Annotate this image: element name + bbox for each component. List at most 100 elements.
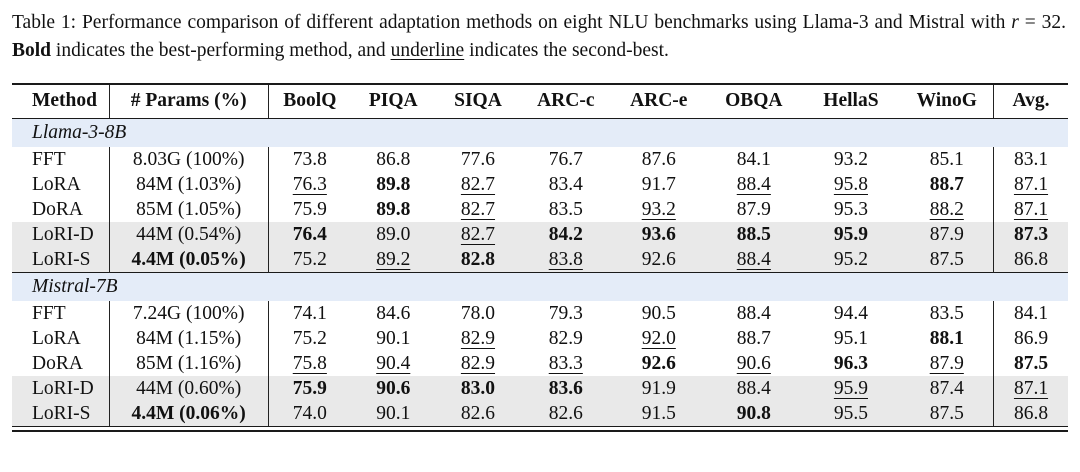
cell-arc-c: 83.4 — [520, 172, 611, 197]
column-header-hellas: HellaS — [801, 84, 901, 120]
params-cell: 44M (0.54%) — [109, 222, 269, 248]
value: 88.1 — [929, 328, 964, 350]
value: 82.7 — [460, 174, 496, 196]
value: 84.1 — [1013, 303, 1049, 325]
value: 88.4 — [736, 378, 771, 400]
value: 79.3 — [548, 303, 583, 325]
cell-winog: 83.5 — [901, 301, 994, 326]
method-cell: LoRI-D — [12, 376, 110, 402]
cell-arc-c: 82.9 — [520, 326, 611, 351]
cell-boolq: 75.2 — [268, 326, 351, 351]
cell-siqa: 82.9 — [436, 326, 521, 351]
section-header-mistral-7b: Mistral-7B — [12, 272, 1068, 302]
value: 87.5 — [929, 249, 964, 271]
value: 87.3 — [1013, 224, 1049, 246]
params-cell: 84M (1.03%) — [109, 172, 269, 198]
value: 75.8 — [292, 353, 327, 375]
method-cell: DoRA — [12, 351, 110, 377]
cell-arc-c: 82.6 — [520, 401, 612, 428]
cell-siqa: 77.6 — [436, 147, 521, 172]
value: 89.8 — [376, 199, 411, 221]
cell-arc-e: 91.7 — [611, 172, 706, 197]
value: 84.1 — [736, 149, 771, 171]
cell-hellas: 93.2 — [801, 147, 900, 172]
value: 94.4 — [833, 303, 868, 325]
cell-winog: 87.4 — [900, 376, 994, 402]
results-table-wrapper: Method # Params (%) BoolQ PIQA SIQA ARC-c ARC-… — [12, 83, 1068, 433]
cell-winog: 87.9 — [900, 222, 994, 248]
row-mistral-7b-dora: DoRA 85M (1.16%) 75.8 90.4 82.9 83.3 92.6 90.6 9… — [12, 351, 1068, 377]
cell-boolq: 76.4 — [268, 222, 351, 248]
caption-math-var: r — [1011, 12, 1019, 33]
method-cell: FFT — [12, 301, 110, 327]
cell-avg: 87.5 — [993, 351, 1068, 377]
column-header-boolq: BoolQ — [268, 84, 351, 120]
cell-obqa: 90.6 — [706, 351, 801, 376]
cell-piqa: 90.1 — [351, 326, 436, 351]
caption-math-eq: = 32. — [1018, 12, 1067, 33]
cell-piqa: 84.6 — [351, 301, 436, 326]
cell-obqa: 88.4 — [706, 247, 802, 273]
cell-siqa: 82.7 — [436, 197, 521, 222]
value: 95.9 — [833, 224, 868, 246]
cell-obqa: 84.1 — [706, 147, 801, 172]
value: 93.2 — [641, 199, 676, 221]
cell-siqa: 82.9 — [436, 351, 521, 376]
value: 95.8 — [833, 174, 868, 196]
value: 95.5 — [833, 403, 868, 425]
value: 74.1 — [292, 303, 327, 325]
params-cell: 4.4M (0.05%) — [109, 247, 269, 273]
row-mistral-7b-lori-d: LoRI-D 44M (0.60%) 75.9 90.6 83.0 83.6 91.9 88.… — [12, 376, 1068, 402]
value: 87.1 — [1013, 174, 1049, 196]
value: 87.1 — [1013, 378, 1049, 400]
cell-arc-e: 93.2 — [611, 197, 706, 222]
cell-obqa: 87.9 — [706, 197, 801, 222]
value: 95.1 — [833, 328, 868, 350]
column-header-obqa: OBQA — [706, 84, 802, 120]
value: 87.5 — [929, 403, 964, 425]
value: 90.1 — [376, 403, 411, 425]
value: 96.3 — [833, 353, 868, 375]
cell-arc-e: 92.6 — [611, 247, 707, 273]
value: 88.7 — [736, 328, 771, 350]
value: 76.7 — [548, 149, 583, 171]
value: 83.3 — [548, 353, 583, 375]
cell-piqa: 90.4 — [351, 351, 436, 376]
value: 91.5 — [641, 403, 676, 425]
cell-obqa: 88.4 — [706, 172, 801, 197]
cell-boolq: 76.3 — [268, 172, 351, 197]
cell-winog: 87.9 — [901, 351, 994, 376]
cell-avg: 83.1 — [993, 147, 1068, 173]
value: 93.2 — [833, 149, 868, 171]
results-table: Method # Params (%) BoolQ PIQA SIQA ARC-c ARC-… — [12, 83, 1068, 428]
value: 82.9 — [548, 328, 583, 350]
row-mistral-7b-lora: LoRA 84M (1.15%) 75.2 90.1 82.9 82.9 92.0 88.7 9… — [12, 326, 1068, 352]
caption-text-3: indicates the second-best. — [464, 39, 669, 61]
caption-bold-term: Bold — [12, 39, 52, 61]
value: 82.9 — [460, 328, 496, 350]
caption-text-1: Table 1: Performance comparison of diffe… — [12, 12, 1012, 33]
value: 82.7 — [460, 224, 496, 246]
value: 88.4 — [736, 249, 771, 271]
cell-boolq: 74.0 — [268, 401, 351, 428]
value: 87.9 — [929, 353, 964, 375]
value: 85.1 — [929, 149, 964, 171]
value: 74.0 — [292, 403, 327, 425]
cell-hellas: 95.2 — [801, 247, 901, 273]
method-cell: LoRA — [12, 326, 110, 352]
row-llama-3-8b-lora: LoRA 84M (1.03%) 76.3 89.8 82.7 83.4 91.7 88.4 9… — [12, 172, 1068, 198]
value: 88.7 — [929, 174, 964, 196]
cell-piqa: 90.6 — [350, 376, 436, 402]
cell-arc-c: 83.8 — [520, 247, 612, 273]
value: 90.4 — [376, 353, 411, 375]
value: 91.9 — [641, 378, 676, 400]
value: 95.3 — [833, 199, 868, 221]
cell-hellas: 94.4 — [801, 301, 900, 326]
value: 83.0 — [460, 378, 496, 400]
value: 75.2 — [292, 249, 327, 271]
value: 90.6 — [376, 378, 411, 400]
cell-hellas: 96.3 — [801, 351, 900, 376]
section-row-mistral-7b: Mistral-7B — [12, 272, 1068, 302]
method-cell: LoRI-S — [12, 401, 110, 428]
value: 90.8 — [736, 403, 771, 425]
